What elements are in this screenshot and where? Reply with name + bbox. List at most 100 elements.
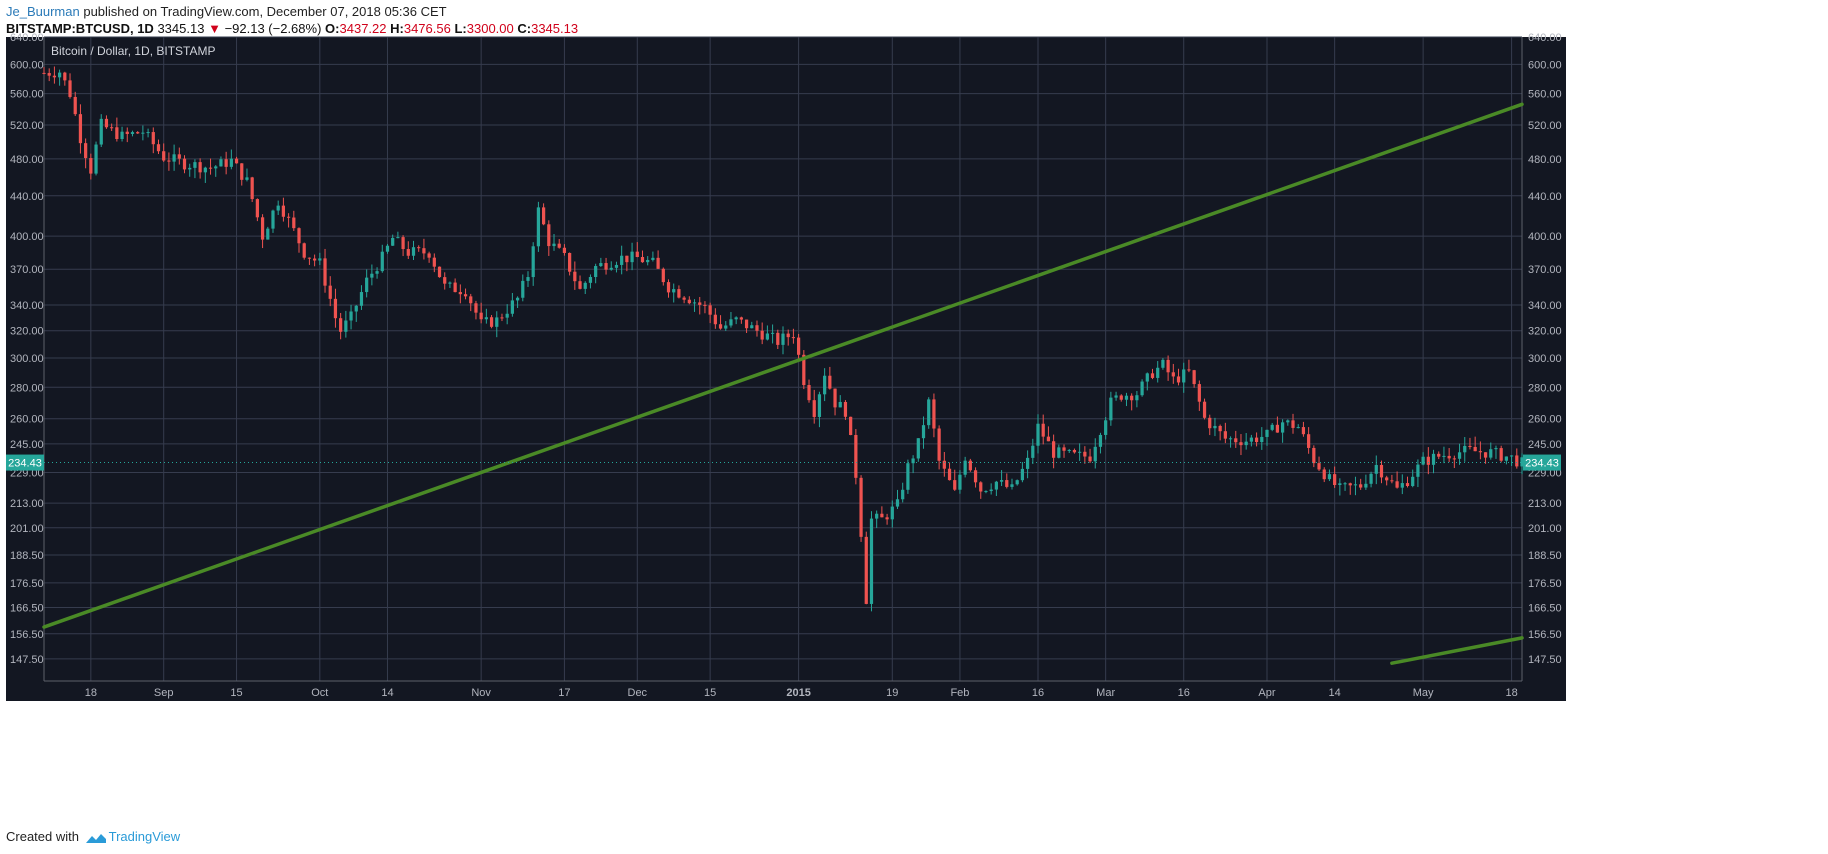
down-arrow-icon: ▼ <box>208 21 221 36</box>
author-link[interactable]: Je_Buurman <box>6 4 80 19</box>
candle-down <box>458 292 462 295</box>
candle-up <box>1494 448 1498 450</box>
candle-down <box>234 158 239 164</box>
candle-down <box>812 400 816 417</box>
candle-up <box>1327 474 1332 480</box>
candle-down <box>1437 453 1441 457</box>
candle-down <box>151 132 155 145</box>
x-axis-tick-label: Oct <box>311 687 328 699</box>
candle-up <box>531 246 535 278</box>
candle-down <box>1254 437 1259 443</box>
candle-down <box>286 216 291 218</box>
candle-up <box>958 474 962 490</box>
y-axis-label-right: 147.50 <box>1528 654 1562 666</box>
candle-up <box>203 167 207 173</box>
trendline <box>42 102 1524 629</box>
y-axis-label-left: 480.00 <box>10 154 44 166</box>
candle-up <box>188 167 192 170</box>
candle-up <box>875 513 879 519</box>
footer: Created with TradingView <box>6 828 180 846</box>
candle-down <box>125 131 129 134</box>
candle-down <box>760 330 764 340</box>
created-with-text: Created with <box>6 829 79 844</box>
candle-down <box>224 159 228 167</box>
candle-down <box>1483 452 1488 458</box>
symbol-info: BITSTAMP:BTCUSD, 1D 3345.13 ▼ −92.13 (−2… <box>6 21 578 37</box>
tradingview-link[interactable]: TradingView <box>108 829 181 844</box>
high-value: 3476.56 <box>403 21 451 36</box>
x-axis-tick-label: May <box>1413 687 1434 699</box>
candle-down <box>713 314 717 325</box>
y-axis-label-right: 166.50 <box>1528 603 1562 615</box>
candle-down <box>791 337 796 339</box>
y-axis-label-left: 560.00 <box>10 89 44 101</box>
candle-down <box>1187 369 1191 371</box>
x-axis-tick-label: 19 <box>886 687 898 699</box>
candle-up <box>583 282 587 289</box>
candle-up <box>141 132 145 134</box>
candle-down <box>1348 483 1352 486</box>
candle-down <box>104 118 109 128</box>
trendline <box>1390 636 1524 665</box>
candle-up <box>375 271 379 274</box>
candle-up <box>770 332 775 334</box>
candle-down <box>937 428 941 461</box>
y-axis-label-left: 156.50 <box>10 629 44 641</box>
candle-down <box>1390 480 1394 482</box>
candle-up <box>214 166 218 169</box>
candle-down <box>718 324 723 329</box>
candle-down <box>489 317 494 327</box>
candle-up <box>1135 395 1139 401</box>
last-price-badge-left-text: 234.43 <box>8 458 42 470</box>
candle-up <box>838 401 842 408</box>
candle-down <box>84 143 88 159</box>
candle-up <box>1509 455 1514 457</box>
candle-down <box>78 114 83 144</box>
candle-up <box>869 518 874 604</box>
candle-up <box>385 245 390 252</box>
candle-up <box>1109 397 1113 421</box>
candle-up <box>130 132 135 134</box>
candle-up <box>1104 420 1108 435</box>
candle-down <box>880 513 884 518</box>
low-label: L: <box>454 21 467 36</box>
y-axis-label-left: 201.00 <box>10 523 44 535</box>
candle-down <box>422 248 426 254</box>
candle-up <box>630 251 634 263</box>
candle-down <box>1223 431 1227 439</box>
y-axis-label-right: 520.00 <box>1528 120 1562 132</box>
x-axis-tick-label: Apr <box>1258 687 1275 699</box>
candle-down <box>182 158 187 170</box>
low-value: 3300.00 <box>466 21 514 36</box>
candle-up <box>734 317 738 320</box>
candle-down <box>1088 456 1092 462</box>
x-axis-tick-label: 16 <box>1178 687 1190 699</box>
candle-down <box>1275 424 1280 433</box>
candle-up <box>391 237 395 246</box>
candle-up <box>916 438 920 459</box>
candle-up <box>146 132 150 134</box>
candle-down <box>500 317 504 319</box>
candle-down <box>1083 451 1087 457</box>
last-price-badge-left <box>6 454 44 471</box>
y-axis-label-left: 188.50 <box>10 550 44 562</box>
candle-down <box>255 199 259 218</box>
candle-down <box>208 167 213 169</box>
candle-up <box>515 297 520 301</box>
candle-up <box>1504 456 1509 461</box>
candle-up <box>1020 468 1025 481</box>
candle-up <box>172 154 176 162</box>
candle-up <box>1520 457 1524 467</box>
candle-down <box>1218 425 1222 432</box>
candle-down <box>323 258 327 286</box>
candle-down <box>68 80 72 97</box>
candle-up <box>620 255 624 265</box>
close-label: C: <box>517 21 532 36</box>
candle-up <box>927 399 931 426</box>
candle-down <box>557 243 561 248</box>
symbol-label: BITSTAMP:BTCUSD, 1D <box>6 21 154 36</box>
candle-down <box>437 266 442 278</box>
y-axis-label-left: 300.00 <box>10 353 44 365</box>
y-axis-label-right: 340.00 <box>1528 300 1562 312</box>
